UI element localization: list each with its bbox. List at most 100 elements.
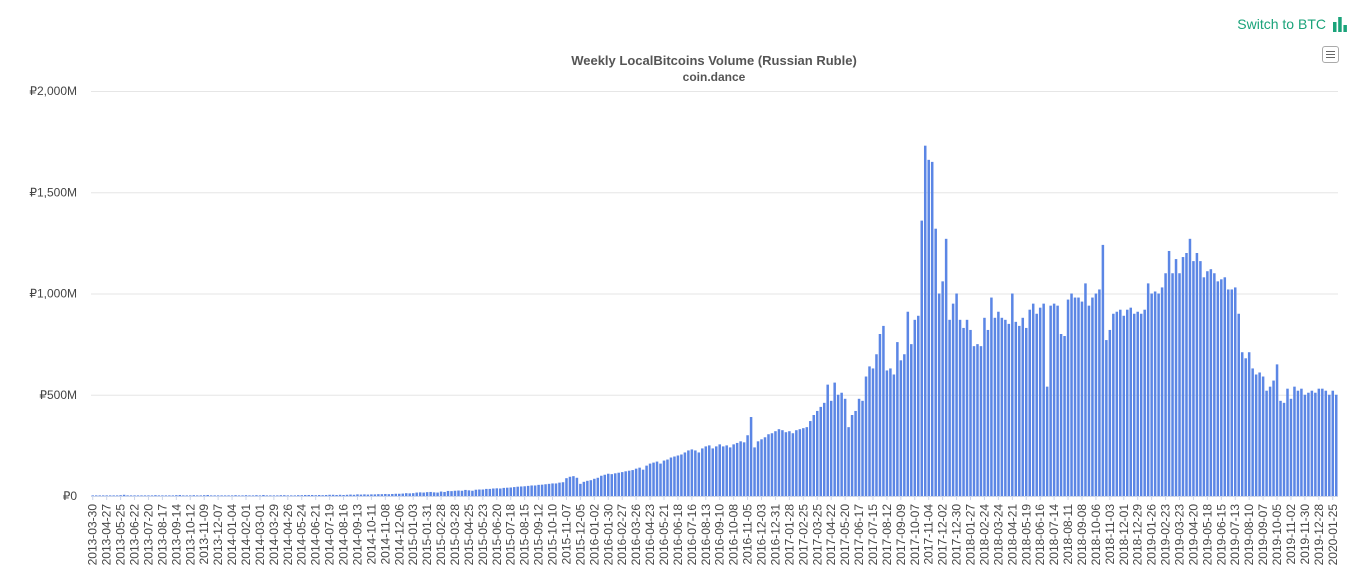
bar[interactable] <box>91 495 94 496</box>
bar[interactable] <box>770 433 774 496</box>
bar[interactable] <box>147 495 150 496</box>
bar[interactable] <box>1049 305 1052 496</box>
bar[interactable] <box>533 485 537 496</box>
bar[interactable] <box>237 495 241 496</box>
bar[interactable] <box>1000 317 1004 496</box>
bar[interactable] <box>1185 253 1188 496</box>
bar[interactable] <box>251 495 255 496</box>
bar[interactable] <box>1146 283 1150 497</box>
bar[interactable] <box>951 303 955 497</box>
bar[interactable] <box>882 325 885 496</box>
bar[interactable] <box>1021 317 1025 496</box>
bar[interactable] <box>474 489 478 496</box>
bar[interactable] <box>1080 301 1084 496</box>
bar[interactable] <box>467 490 471 496</box>
bar[interactable] <box>182 495 185 496</box>
bar[interactable] <box>690 449 694 497</box>
bar[interactable] <box>328 494 331 497</box>
bar[interactable] <box>662 460 666 496</box>
bar[interactable] <box>1087 305 1091 496</box>
bar[interactable] <box>680 454 683 496</box>
bar[interactable] <box>697 452 701 496</box>
bar[interactable] <box>154 495 157 496</box>
bar[interactable] <box>140 495 143 496</box>
bar[interactable] <box>739 441 742 496</box>
bar[interactable] <box>1136 311 1139 497</box>
bar[interactable] <box>969 329 972 496</box>
bar[interactable] <box>551 483 554 496</box>
bar[interactable] <box>809 421 812 496</box>
bar[interactable] <box>920 220 924 496</box>
bar[interactable] <box>1018 325 1021 496</box>
bar[interactable] <box>857 398 861 496</box>
bar[interactable] <box>944 238 948 496</box>
bar[interactable] <box>683 452 687 496</box>
bar[interactable] <box>631 470 634 496</box>
bar[interactable] <box>1293 386 1296 496</box>
bar[interactable] <box>673 456 676 496</box>
bar[interactable] <box>481 489 485 496</box>
bar[interactable] <box>1070 293 1073 497</box>
bar[interactable] <box>526 485 530 497</box>
bar[interactable] <box>255 495 258 496</box>
bar[interactable] <box>363 494 366 496</box>
bar[interactable] <box>819 406 822 496</box>
bar[interactable] <box>1063 336 1066 496</box>
bar[interactable] <box>471 490 474 496</box>
bar[interactable] <box>1206 271 1209 497</box>
bar[interactable] <box>875 354 878 496</box>
bar[interactable] <box>1091 297 1094 496</box>
bar[interactable] <box>854 410 857 496</box>
bar[interactable] <box>115 495 119 496</box>
bar[interactable] <box>711 448 715 496</box>
bar[interactable] <box>1025 327 1028 496</box>
bar[interactable] <box>958 319 962 496</box>
bar[interactable] <box>607 473 610 496</box>
bar[interactable] <box>1310 390 1314 496</box>
bar[interactable] <box>1157 293 1160 497</box>
bar[interactable] <box>659 463 662 496</box>
bar[interactable] <box>1195 253 1199 496</box>
bar[interactable] <box>1220 279 1223 496</box>
bar[interactable] <box>1056 305 1059 496</box>
bar[interactable] <box>516 486 519 496</box>
bar[interactable] <box>1240 352 1244 497</box>
bar[interactable] <box>453 490 457 496</box>
bar[interactable] <box>889 368 892 497</box>
bar[interactable] <box>387 494 391 496</box>
bar[interactable] <box>979 346 983 496</box>
bar[interactable] <box>903 354 906 496</box>
bar[interactable] <box>732 444 735 496</box>
bar[interactable] <box>168 495 171 496</box>
bar[interactable] <box>624 471 627 496</box>
bar[interactable] <box>638 467 641 496</box>
bar[interactable] <box>1227 289 1230 496</box>
bar[interactable] <box>384 493 387 496</box>
bar[interactable] <box>558 482 561 496</box>
bar[interactable] <box>335 494 338 496</box>
bar[interactable] <box>554 483 558 496</box>
bar[interactable] <box>836 394 840 496</box>
bar[interactable] <box>122 494 126 497</box>
bar[interactable] <box>843 398 847 496</box>
bar[interactable] <box>439 491 443 497</box>
bar[interactable] <box>1181 257 1185 496</box>
bar[interactable] <box>157 495 161 496</box>
bar[interactable] <box>795 430 798 496</box>
bar[interactable] <box>816 410 819 496</box>
bar[interactable] <box>986 329 990 496</box>
bar[interactable] <box>523 486 526 496</box>
bar[interactable] <box>669 457 673 496</box>
bar[interactable] <box>742 442 746 496</box>
bar[interactable] <box>589 480 593 496</box>
bar[interactable] <box>1279 400 1282 496</box>
bar[interactable] <box>478 489 481 496</box>
bar[interactable] <box>519 486 523 496</box>
bar[interactable] <box>1059 334 1063 496</box>
bar[interactable] <box>610 474 613 496</box>
bar[interactable] <box>1011 293 1014 497</box>
bar[interactable] <box>185 495 189 496</box>
bar[interactable] <box>307 494 310 496</box>
bar[interactable] <box>359 494 363 496</box>
bar[interactable] <box>714 446 718 496</box>
